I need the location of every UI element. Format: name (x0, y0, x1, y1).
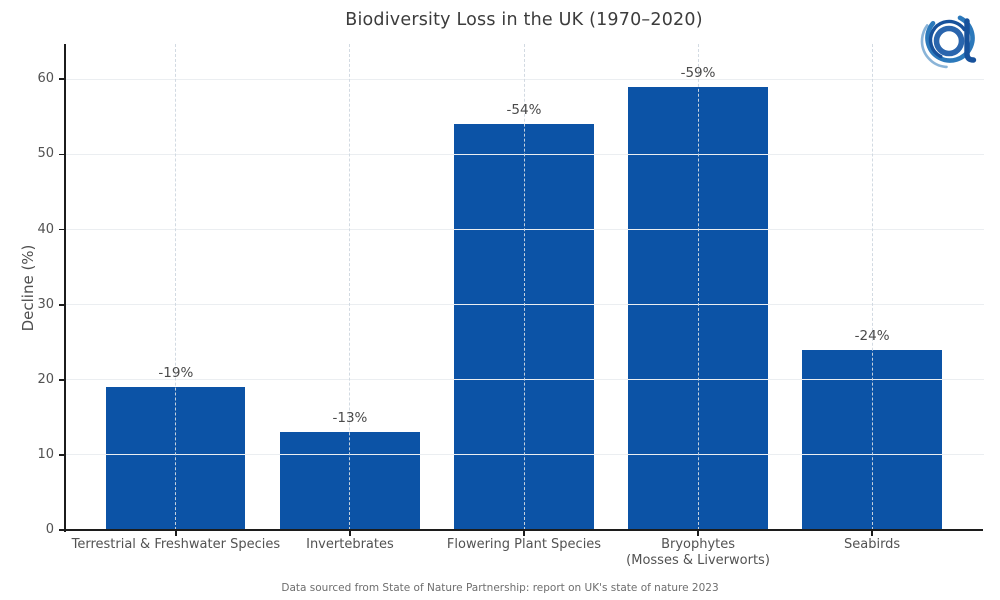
y-axis-label: Decline (%) (19, 244, 37, 332)
y-axis-tick (58, 78, 64, 81)
y-axis-tick (58, 378, 64, 381)
gridline-vertical (871, 44, 873, 530)
y-tick-label: 50 (37, 146, 54, 162)
x-tick-label-line: Seabirds (843, 537, 901, 552)
gridline-vertical (523, 44, 525, 530)
y-tick-label: 0 (45, 522, 54, 537)
x-axis-spine (63, 529, 983, 531)
gridline-horizontal (66, 304, 984, 306)
x-tick-label-line: Flowering Plant Species (446, 537, 602, 552)
gridline-horizontal (66, 78, 984, 80)
x-tick-label: Invertebrates (210, 537, 490, 553)
bar-value-label: -54% (506, 102, 542, 119)
x-axis-tick (174, 531, 177, 536)
y-tick-label: 60 (37, 71, 54, 87)
x-tick-label: Seabirds (732, 537, 1000, 553)
bar-value-label: -59% (680, 64, 716, 81)
y-tick-label: 20 (37, 371, 54, 387)
y-axis-tick (58, 153, 64, 156)
x-tick-label-line: Bryophytes (661, 537, 736, 552)
y-axis-tick (58, 453, 64, 456)
chart-title: Biodiversity Loss in the UK (1970–2020) (345, 10, 703, 30)
gridline-horizontal (66, 153, 984, 155)
x-tick-label: Flowering Plant Species (384, 537, 664, 553)
x-tick-label: Terrestrial & Freshwater Species (36, 537, 316, 553)
x-axis-tick (697, 531, 699, 536)
x-tick-label-line: Invertebrates (306, 537, 394, 552)
brand-logo-icon (920, 13, 977, 69)
bar-value-label: -19% (158, 365, 194, 382)
x-axis-tick (349, 531, 351, 536)
gridline-horizontal (66, 229, 984, 231)
gridline-horizontal (66, 379, 984, 381)
gridline-vertical (697, 44, 699, 530)
y-tick-label: 40 (37, 221, 54, 237)
source-caption: Data sourced from State of Nature Partne… (281, 582, 719, 594)
gridline-vertical (349, 44, 351, 530)
y-tick-label: 10 (37, 446, 54, 462)
x-axis-tick (523, 531, 525, 536)
y-axis-tick (58, 303, 64, 306)
bar-value-label: -13% (332, 410, 368, 427)
y-axis-spine (63, 44, 66, 532)
y-axis-tick (58, 228, 64, 231)
x-tick-label: Bryophytes (Mosses & Liverworts) (558, 537, 838, 568)
y-axis-tick (58, 529, 64, 531)
gridline-horizontal (66, 454, 984, 456)
bar-value-label: -24% (854, 327, 890, 344)
x-tick-label-line: (Mosses & Liverworts) (626, 552, 770, 568)
y-tick-label: 30 (37, 296, 54, 312)
x-tick-label-line: Terrestrial & Freshwater Species (71, 537, 281, 552)
gridline-vertical (175, 44, 177, 530)
x-axis-tick (871, 531, 874, 536)
